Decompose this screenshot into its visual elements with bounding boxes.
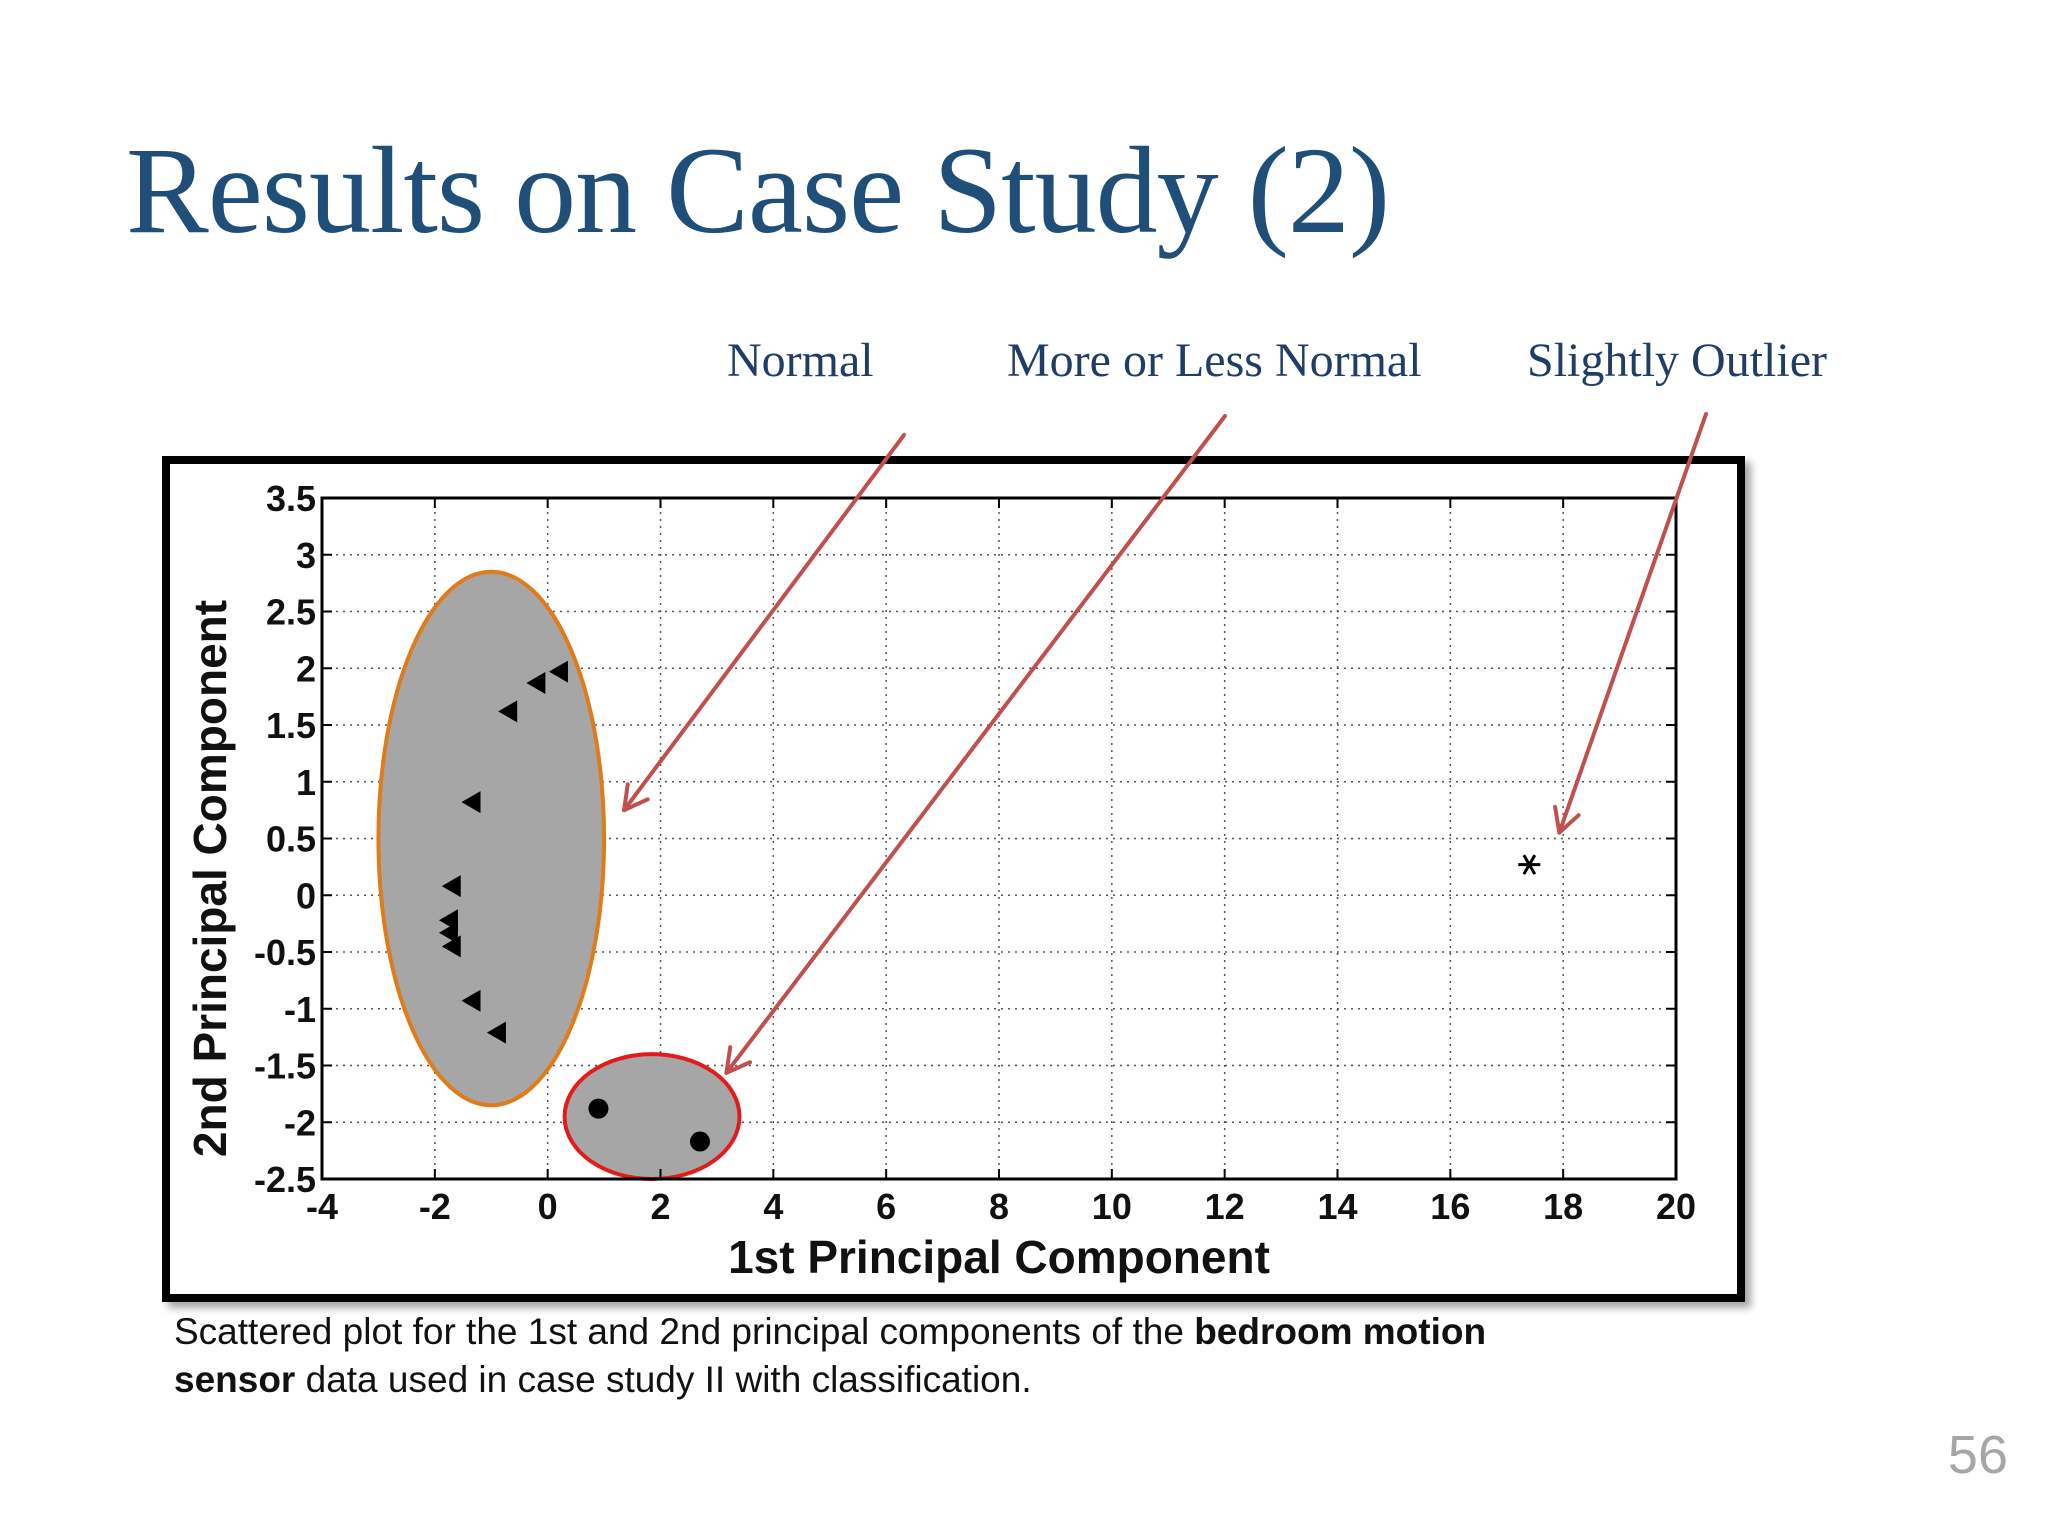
y-tick-label: 0.5 (266, 819, 316, 860)
callout-more-or-less-normal: More or Less Normal (1007, 334, 1422, 387)
x-tick-label: -2 (419, 1186, 451, 1227)
triangle-marker (498, 700, 518, 723)
caption-bold-2: sensor (174, 1359, 296, 1400)
caption-text-2: data used in case study II with classifi… (295, 1359, 1032, 1400)
x-tick-label: 10 (1092, 1186, 1132, 1227)
arrow-shaft (1557, 412, 1708, 835)
arrow-head (622, 782, 650, 813)
y-tick-label: -2.5 (254, 1159, 316, 1200)
triangle-marker (461, 989, 481, 1012)
triangle-marker (441, 935, 461, 958)
x-tick-label: 20 (1656, 1186, 1696, 1227)
callout-normal: Normal (727, 334, 874, 387)
x-tick-label: 4 (763, 1186, 783, 1227)
triangle-marker (461, 791, 481, 814)
x-tick-label: 6 (876, 1186, 896, 1227)
arrow-to-more-or-less-normal (724, 414, 1227, 1075)
asterisk-stroke (1522, 854, 1537, 875)
y-tick-label: 2 (296, 648, 316, 689)
arrow-shaft (622, 433, 906, 813)
ellipse-more-or-less-normal-group (562, 1052, 742, 1181)
y-tick-label: -0.5 (254, 932, 316, 973)
y-tick-label: -2 (284, 1102, 316, 1143)
triangle-marker (486, 1021, 506, 1044)
x-axis-label: 1st Principal Component (728, 1231, 1270, 1283)
caption-text-1: Scattered plot for the 1st and 2nd princ… (174, 1311, 1195, 1352)
x-tick-label: 18 (1543, 1186, 1583, 1227)
circle-marker (689, 1131, 710, 1152)
figure-caption: Scattered plot for the 1st and 2nd princ… (174, 1308, 1634, 1404)
y-tick-label: -1.5 (254, 1046, 316, 1087)
x-tick-label: 2 (650, 1186, 670, 1227)
y-tick-label: 3 (296, 535, 316, 576)
x-tick-label: 12 (1205, 1186, 1245, 1227)
y-tick-label: 1.5 (266, 705, 316, 746)
slide-title: Results on Case Study (2) (126, 122, 1390, 259)
callout-arrows (622, 412, 1708, 1075)
asterisk-marker (1518, 854, 1541, 875)
triangle-marker (548, 660, 568, 683)
circle-marker (588, 1098, 609, 1119)
y-tick-label: 3.5 (266, 478, 316, 519)
x-tick-label: 16 (1430, 1186, 1470, 1227)
triangle-marker (438, 921, 458, 944)
arrow-shaft (724, 414, 1227, 1075)
ellipse-normal-group (376, 569, 607, 1108)
data-points (438, 660, 1541, 1152)
arrow-to-normal (622, 433, 906, 813)
y-axis-label: 2nd Principal Component (184, 600, 236, 1157)
x-tick-label: -4 (306, 1186, 338, 1227)
arrow-head (724, 1045, 753, 1075)
x-tick-label: 14 (1317, 1186, 1357, 1227)
callout-slightly-outlier: Slightly Outlier (1527, 334, 1827, 387)
triangle-marker (526, 672, 546, 695)
page-number: 56 (1947, 1425, 2008, 1485)
tick-labels: -4 -2 0 2 4 6 8 10 12 14 16 18 20-2.5-2-1.5-1-0.500.… (254, 478, 1696, 1227)
arrow-to-slightly-outlier (1553, 412, 1708, 835)
arrow-head (1553, 804, 1581, 835)
x-tick-label: 0 (538, 1186, 558, 1227)
triangle-marker (441, 875, 461, 898)
y-tick-label: 0 (296, 875, 316, 916)
y-tick-label: 1 (296, 762, 316, 803)
x-tick-label: 8 (989, 1186, 1009, 1227)
y-tick-label: -1 (284, 989, 316, 1030)
caption-bold-1: bedroom motion (1194, 1311, 1487, 1352)
y-tick-label: 2.5 (266, 592, 316, 633)
